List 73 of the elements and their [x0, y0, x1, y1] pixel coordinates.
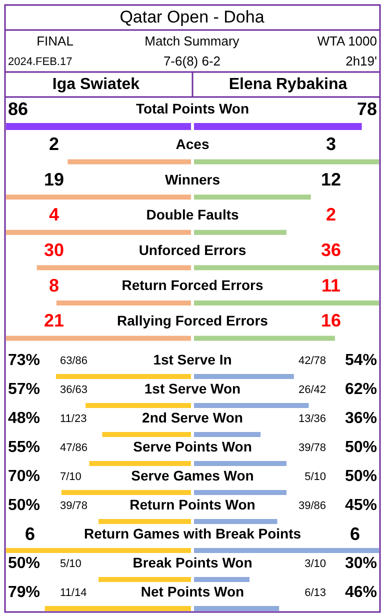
data-label: 86	[8, 98, 28, 119]
text: 47/86	[60, 442, 88, 454]
text: WTA 1000	[317, 33, 377, 48]
data-label: 4	[48, 204, 60, 225]
data-label: 3	[326, 134, 336, 154]
text: 13/36	[298, 412, 326, 425]
data-label: 62%	[344, 381, 377, 398]
text: Iga Swiatek	[52, 76, 140, 94]
text: 3/10	[304, 558, 326, 570]
category-label: Serve Points Won	[133, 438, 252, 455]
category-label: Double Faults	[146, 206, 239, 223]
category-label: Unforced Errors	[138, 242, 246, 258]
data-label: 2	[48, 134, 60, 154]
data-label: 73%	[8, 352, 40, 370]
data-label: 48%	[8, 410, 40, 428]
data-label: 12	[320, 169, 342, 190]
data-label: 70%	[8, 468, 40, 486]
data-label: 30%	[344, 555, 377, 572]
data-label: 50%	[344, 439, 377, 456]
data-label: 78	[356, 98, 377, 119]
data-label: 50%	[8, 497, 40, 514]
data-label: 45%	[344, 497, 377, 514]
data-label: 11	[321, 275, 341, 296]
data-label: 50%	[8, 555, 40, 572]
data-label: 16	[320, 310, 342, 331]
data-label: 6	[24, 524, 36, 544]
text: 2024.FEB.17	[8, 56, 72, 68]
text: 2h19'	[346, 53, 377, 68]
text: 63/86	[60, 354, 88, 367]
category-label: Net Points Won	[140, 584, 244, 600]
text: 6/13	[304, 586, 326, 599]
data-label: 55%	[8, 439, 40, 456]
category-label: Rallying Forced Errors	[117, 312, 268, 329]
category-label: Total Points Won	[136, 100, 250, 117]
text: 39/86	[298, 500, 326, 512]
text: Qatar Open - Doha	[120, 7, 265, 26]
category-label: Return Points Won	[130, 496, 256, 513]
category-label: Return Forced Errors	[122, 277, 264, 294]
legend-label: Elena Rybakina	[228, 76, 348, 94]
category-label: 1st Serve In	[153, 352, 232, 368]
category-label: Aces	[176, 136, 210, 152]
text: 11/14	[60, 586, 87, 599]
data-label: 46%	[344, 584, 377, 602]
text: 11/23	[60, 412, 87, 425]
text: 39/78	[60, 500, 88, 512]
text: 42/78	[298, 354, 326, 367]
data-label: 30	[44, 240, 64, 260]
text: 36/63	[60, 384, 88, 396]
data-label: 8	[48, 275, 60, 296]
data-label: 54%	[344, 352, 377, 370]
category-label: Serve Games Won	[131, 468, 254, 484]
text: 26/42	[298, 384, 326, 396]
text: 7-6(8) 6-2	[163, 53, 221, 68]
category-label: 1st Serve Won	[144, 380, 241, 397]
category-label: Break Points Won	[132, 554, 252, 571]
text: 39/78	[298, 442, 326, 454]
category-label: 2nd Serve Won	[142, 410, 243, 426]
text: 5/10	[60, 558, 82, 570]
data-label: 21	[44, 310, 64, 331]
text: 5/10	[304, 470, 326, 483]
data-label: 50%	[344, 468, 377, 486]
text: FINAL	[36, 33, 74, 48]
data-label: 36%	[344, 410, 377, 428]
text: 7/10	[60, 470, 82, 483]
category-label: Return Games with Break Points	[84, 526, 302, 542]
data-label: 19	[44, 169, 64, 190]
data-label: 79%	[8, 584, 40, 602]
category-label: Winners	[164, 171, 220, 188]
data-label: 2	[326, 204, 336, 225]
text: Match Summary	[144, 33, 240, 48]
data-label: 6	[350, 524, 360, 544]
data-label: 57%	[8, 381, 40, 398]
data-label: 36	[320, 240, 342, 260]
